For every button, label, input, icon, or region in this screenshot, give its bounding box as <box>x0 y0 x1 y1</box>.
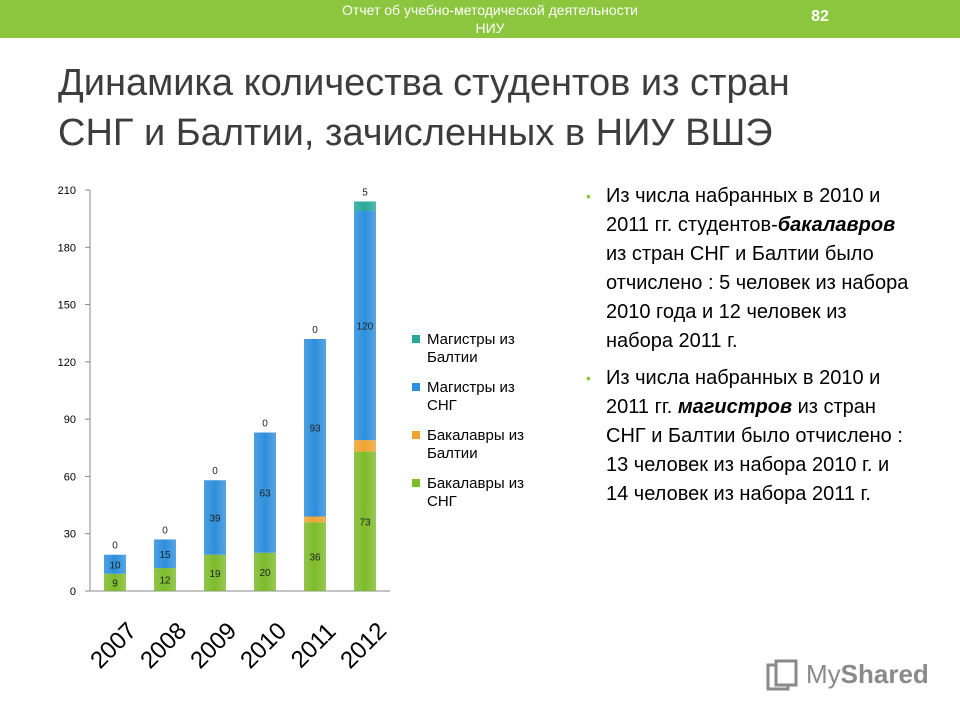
x-tick-label: 2007 <box>85 617 142 670</box>
legend-label: Магистры из Балтии <box>427 331 515 366</box>
bullet-item: • Из числа набранных в 2010 и 2011 гг. м… <box>586 364 916 509</box>
bar-segment <box>154 539 176 569</box>
bar-segment <box>354 211 376 441</box>
bullet-text: из стран СНГ и Балтии было отчислено : 5… <box>606 243 909 352</box>
legend-label: Бакалавры из Балтии <box>427 427 524 462</box>
y-tick-label: 60 <box>64 471 76 483</box>
y-tick-label: 180 <box>58 242 76 254</box>
data-label: 9 <box>112 578 118 589</box>
bar-segment <box>204 480 226 555</box>
data-label: 20 <box>259 568 271 579</box>
report-title: Отчет об учебно-методической деятельност… <box>330 1 650 55</box>
bar-segment <box>254 552 276 591</box>
bullet-text: Из числа набранных в 2010 и 2011 гг. <box>606 367 881 418</box>
bullet-dot-icon: • <box>586 188 591 204</box>
logo-text-light: My <box>806 659 841 689</box>
y-tick-label: 120 <box>58 357 76 369</box>
slide-title-line2: СНГ и Балтии, зачисленных в НИУ ВШЭ <box>58 112 773 154</box>
bullet-dot-icon: • <box>586 370 591 386</box>
x-tick-label: 2011 <box>286 618 342 670</box>
y-tick-label: 150 <box>58 300 76 312</box>
data-label: 5 <box>362 187 368 198</box>
bullet-item: • Из числа набранных в 2010 и 2011 гг. с… <box>586 182 916 356</box>
y-tick-label: 90 <box>64 414 76 426</box>
bar-segment <box>304 338 326 517</box>
myshared-logo-text: MyShared <box>806 659 929 690</box>
bullet-text: Из числа набранных в 2010 и 2011 гг. сту… <box>606 185 881 236</box>
data-label: 0 <box>162 525 168 536</box>
bar-segment <box>204 554 226 591</box>
logo-text-bold: Shared <box>840 659 929 689</box>
legend-label: Магистры из СНГ <box>427 379 515 414</box>
legend-swatch <box>412 335 420 343</box>
bar-segment <box>304 522 326 591</box>
bar-segment <box>104 554 126 574</box>
x-tick-label: 2010 <box>235 617 292 670</box>
bar-segment <box>304 516 326 523</box>
data-label: 73 <box>359 517 371 528</box>
header-bar: Отчет об учебно-методической деятельност… <box>0 0 960 54</box>
report-title-line2: ВШЭ, 2012 <box>454 38 526 54</box>
data-label: 36 <box>309 553 321 564</box>
data-label: 0 <box>312 325 318 336</box>
legend-label: Бакалавры из СНГ <box>427 475 524 510</box>
data-label: 10 <box>109 560 121 571</box>
bar-segment <box>354 201 376 212</box>
bullet-text: из стран СНГ и Балтии было отчислено : 1… <box>606 396 903 505</box>
y-tick-label: 30 <box>64 529 76 541</box>
data-label: 0 <box>212 466 218 477</box>
x-tick-label: 2009 <box>185 617 242 670</box>
bullet-list: • Из числа набранных в 2010 и 2011 гг. с… <box>586 182 916 517</box>
bullet-emphasis: бакалавров <box>777 214 896 236</box>
data-label: 93 <box>309 424 321 435</box>
bar-segment <box>104 573 126 591</box>
y-tick-label: 0 <box>70 586 76 598</box>
bar-segment <box>354 451 376 591</box>
bar-segment <box>354 440 376 452</box>
data-label: 39 <box>209 513 221 524</box>
data-label: 12 <box>159 576 171 587</box>
data-label: 63 <box>259 489 271 500</box>
page-number: 82 <box>811 8 829 25</box>
x-tick-label: 2008 <box>135 617 192 670</box>
data-label: 15 <box>159 550 171 561</box>
myshared-logo: MyShared <box>766 655 936 695</box>
data-label: 0 <box>112 541 118 552</box>
legend-swatch <box>412 383 420 391</box>
bar-segment <box>154 568 176 591</box>
y-tick-label: 210 <box>58 185 76 197</box>
legend-swatch <box>412 431 420 439</box>
data-label: 120 <box>357 322 374 333</box>
stacked-bar-chart: 0306090120150180210901002007120150200819… <box>58 185 525 670</box>
bullet-emphasis: магистров <box>677 396 793 418</box>
x-tick-label: 2012 <box>335 617 392 670</box>
report-title-line1: Отчет об учебно-методической деятельност… <box>342 2 638 36</box>
bar-segment <box>254 432 276 553</box>
data-label: 0 <box>262 419 268 430</box>
slide-title-line1: Динамика количества студентов из стран <box>58 62 790 104</box>
myshared-logo-icon <box>766 659 798 691</box>
slide-title: Динамика количества студентов из стран С… <box>58 58 918 158</box>
data-label: 19 <box>209 569 221 580</box>
legend-swatch <box>412 479 420 487</box>
